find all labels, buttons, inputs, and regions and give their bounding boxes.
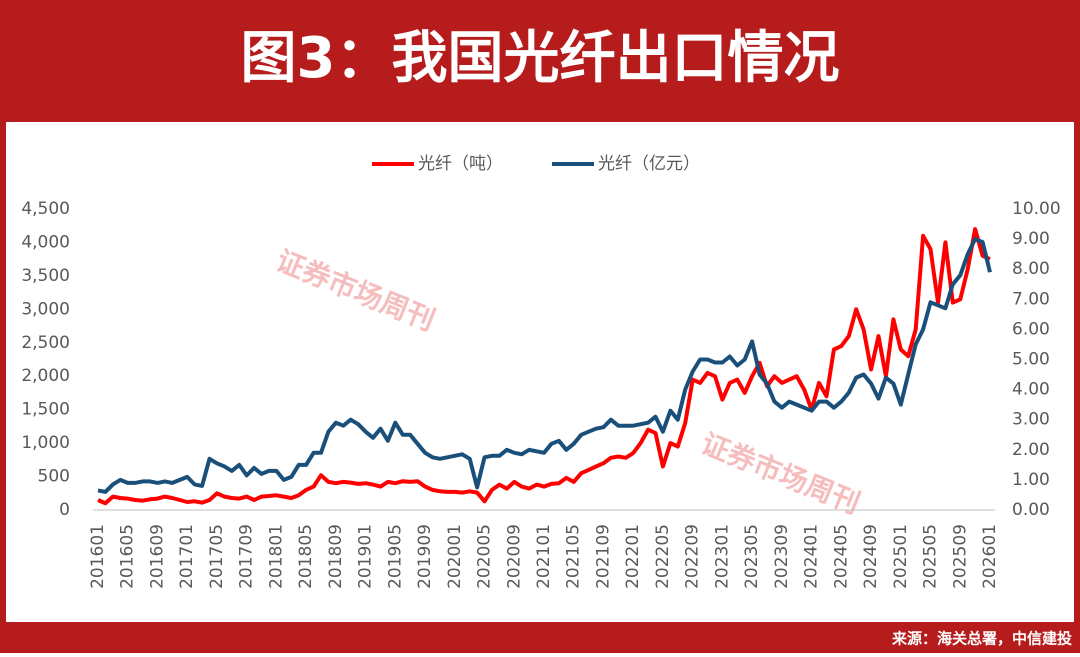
x-tick-label: 202205 bbox=[653, 524, 673, 589]
y-tick-label: 2,500 bbox=[21, 333, 70, 353]
x-tick-label: 202409 bbox=[861, 524, 881, 589]
y-tick-label: 4,500 bbox=[21, 199, 70, 219]
x-tick-label: 202105 bbox=[564, 524, 584, 589]
x-tick-label: 202305 bbox=[742, 524, 762, 589]
x-tick-label: 201601 bbox=[88, 524, 108, 589]
x-tick-label: 201905 bbox=[385, 524, 405, 589]
x-tick-label: 202501 bbox=[891, 524, 911, 589]
y2-tick-label: 3.00 bbox=[1012, 410, 1050, 430]
x-tick-label: 202209 bbox=[683, 524, 703, 589]
y-tick-label: 1,000 bbox=[21, 433, 70, 453]
legend-label: 光纤（吨） bbox=[418, 154, 503, 174]
y2-tick-label: 9.00 bbox=[1012, 229, 1050, 249]
x-tick-label: 202509 bbox=[950, 524, 970, 589]
x-tick-label: 202001 bbox=[445, 524, 465, 589]
y-tick-label: 0 bbox=[59, 500, 70, 520]
y2-tick-label: 5.00 bbox=[1012, 350, 1050, 370]
y2-tick-label: 4.00 bbox=[1012, 380, 1050, 400]
x-tick-label: 202005 bbox=[475, 524, 495, 589]
chart-title: 图3：我国光纤出口情况 bbox=[241, 26, 840, 91]
title-banner bbox=[0, 0, 1080, 120]
y-tick-label: 1,500 bbox=[21, 400, 70, 420]
y-tick-label: 3,500 bbox=[21, 266, 70, 286]
y2-tick-label: 7.00 bbox=[1012, 289, 1050, 309]
y2-tick-label: 2.00 bbox=[1012, 440, 1050, 460]
x-tick-label: 201901 bbox=[356, 524, 376, 589]
panel bbox=[6, 122, 1074, 622]
x-tick-label: 201709 bbox=[237, 524, 257, 589]
x-tick-label: 202009 bbox=[504, 524, 524, 589]
x-tick-label: 201705 bbox=[207, 524, 227, 589]
line-series bbox=[97, 237, 992, 494]
x-tick-label: 201801 bbox=[266, 524, 286, 589]
line-series bbox=[97, 227, 991, 506]
y-tick-label: 4,000 bbox=[21, 232, 70, 252]
legend-label: 光纤（亿元） bbox=[598, 154, 700, 174]
x-tick-label: 201701 bbox=[177, 524, 197, 589]
x-tick-label: 202109 bbox=[593, 524, 613, 589]
y-tick-label: 3,000 bbox=[21, 299, 70, 319]
x-tick-label: 202201 bbox=[623, 524, 643, 589]
y2-tick-label: 8.00 bbox=[1012, 259, 1050, 279]
y2-tick-label: 0.00 bbox=[1012, 500, 1050, 520]
x-tick-label: 202401 bbox=[802, 524, 822, 589]
x-tick-label: 202101 bbox=[534, 524, 554, 589]
y2-tick-label: 6.00 bbox=[1012, 319, 1050, 339]
y2-tick-label: 10.00 bbox=[1012, 199, 1061, 219]
x-tick-label: 201909 bbox=[415, 524, 435, 589]
x-tick-label: 202309 bbox=[772, 524, 792, 589]
y-tick-label: 500 bbox=[38, 467, 70, 487]
x-tick-label: 202601 bbox=[980, 524, 1000, 589]
x-tick-label: 202301 bbox=[712, 524, 732, 589]
x-tick-label: 201805 bbox=[296, 524, 316, 589]
y-tick-label: 2,000 bbox=[21, 366, 70, 386]
y2-tick-label: 1.00 bbox=[1012, 470, 1050, 490]
source: 来源：海关总署，中信建投 bbox=[891, 630, 1072, 648]
x-tick-label: 202505 bbox=[921, 524, 941, 589]
x-tick-label: 202405 bbox=[831, 524, 851, 589]
x-tick-label: 201809 bbox=[326, 524, 346, 589]
x-tick-label: 201605 bbox=[118, 524, 138, 589]
x-tick-label: 201609 bbox=[147, 524, 167, 589]
